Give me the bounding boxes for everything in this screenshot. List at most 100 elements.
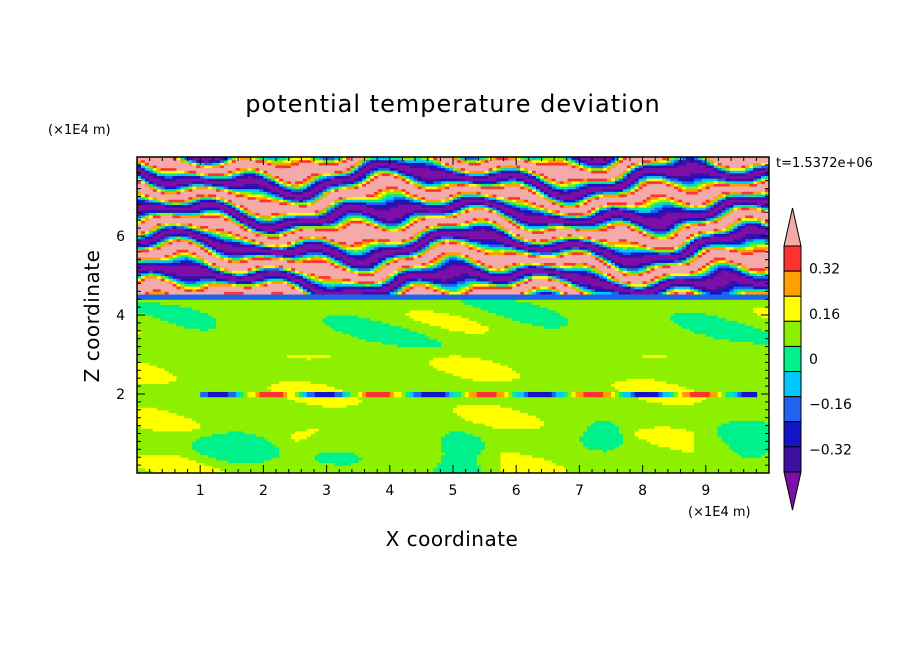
contour-cell [377, 214, 403, 219]
contour-cell [753, 278, 769, 282]
contour-cell [666, 172, 691, 177]
contour-cell [761, 209, 766, 213]
contour-cell [267, 180, 272, 184]
contour-cell [729, 183, 750, 187]
y-unit-label: (×1E4 m) [48, 123, 111, 138]
contour-cell [674, 288, 691, 292]
contour-cell [614, 249, 620, 253]
contour-cell [729, 191, 742, 195]
contour-cell [219, 264, 257, 269]
contour-cell [765, 209, 769, 213]
contour-cell [721, 228, 727, 232]
contour-cell [243, 212, 249, 216]
contour-cell [144, 159, 182, 163]
contour-cell [488, 222, 494, 227]
contour-cell [433, 157, 438, 161]
contour-cell [674, 222, 679, 227]
contour-cell [476, 454, 501, 458]
contour-cell [377, 264, 383, 269]
contour-cell [591, 193, 596, 198]
contour-cell [243, 391, 249, 395]
contour-cell [476, 457, 501, 461]
contour-cell [263, 243, 268, 248]
contour-cell [271, 162, 292, 166]
contour-cell [291, 201, 296, 205]
contour-cell [520, 241, 525, 245]
contour-cell [697, 267, 703, 271]
contour-cell [622, 436, 640, 440]
contour-cell [366, 170, 371, 174]
contour-cell [137, 199, 146, 203]
contour-cell [749, 167, 754, 171]
contour-cell [551, 193, 584, 198]
contour-cell [757, 225, 766, 229]
contour-cell [516, 249, 521, 253]
contour-cell [441, 325, 490, 329]
contour-cell [480, 193, 486, 198]
contour-cell [219, 238, 225, 242]
contour-cell [148, 272, 154, 277]
contour-cell [314, 228, 340, 232]
contour-cell [421, 157, 430, 161]
contour-cell [417, 183, 422, 187]
contour-cell [342, 280, 355, 284]
contour-cell [255, 433, 292, 437]
contour-cell [614, 394, 620, 398]
contour-cell [646, 183, 667, 187]
contour-cell [532, 183, 537, 187]
contour-cell [219, 230, 229, 234]
contour-cell [298, 288, 304, 292]
contour-cell [551, 278, 557, 282]
contour-cell [611, 249, 616, 253]
contour-cell [291, 278, 304, 282]
contour-cell [516, 214, 549, 219]
contour-cell [512, 220, 517, 224]
contour-cell [212, 185, 217, 190]
contour-cell [433, 180, 442, 184]
contour-cell [137, 170, 146, 174]
contour-cell [583, 178, 588, 182]
contour-cell [140, 275, 146, 279]
contour-cell [611, 291, 620, 295]
contour-cell [140, 175, 146, 179]
contour-cell [275, 178, 280, 182]
contour-cell [599, 204, 604, 208]
contour-cell [401, 246, 419, 250]
contour-cell [650, 230, 656, 234]
contour-cell [638, 204, 648, 208]
contour-cell [437, 465, 482, 469]
contour-cell [263, 267, 280, 271]
contour-cell [421, 230, 426, 234]
contour-cell [362, 178, 367, 182]
contour-cell [216, 254, 221, 258]
contour-cell [192, 157, 221, 161]
contour-cell [646, 162, 659, 166]
contour-cell [559, 191, 573, 195]
contour-cell [196, 193, 205, 198]
contour-cell [188, 170, 197, 174]
contour-cell [678, 164, 707, 169]
contour-cell [204, 207, 217, 211]
contour-cell [563, 280, 569, 284]
contour-cell [575, 201, 580, 205]
contour-cell [227, 278, 257, 282]
contour-cell [733, 207, 738, 211]
contour-cell [156, 238, 162, 242]
contour-cell [176, 257, 185, 261]
contour-cell [381, 320, 422, 324]
contour-cell [137, 467, 146, 471]
contour-cell [350, 175, 359, 179]
contour-cell [709, 270, 715, 274]
contour-cell [571, 225, 580, 229]
contour-cell [172, 233, 185, 237]
contour-cell [500, 267, 505, 271]
contour-cell [437, 262, 442, 266]
contour-cell [587, 249, 592, 253]
contour-cell [287, 241, 292, 245]
contour-cell [725, 317, 769, 321]
contour-cell [148, 230, 154, 234]
contour-cell [579, 246, 584, 250]
contour-cell [559, 278, 565, 282]
contour-cell [188, 233, 201, 237]
contour-cell [512, 262, 517, 266]
